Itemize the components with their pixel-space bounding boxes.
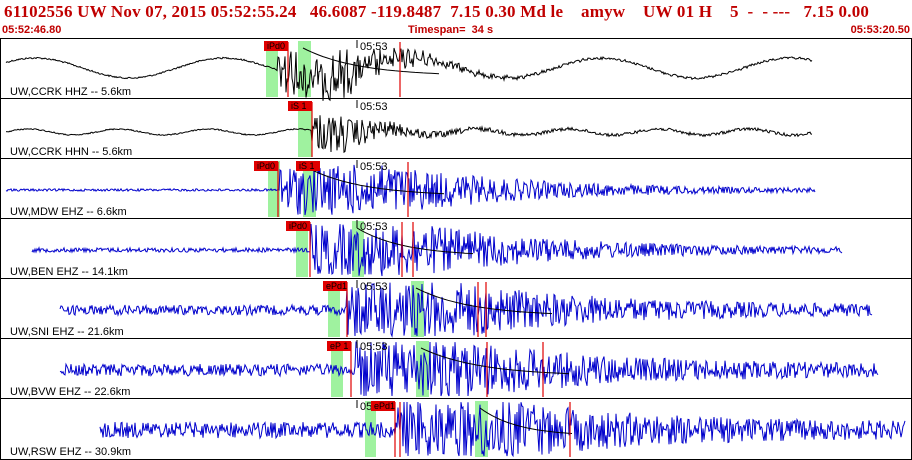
pick-label: iPd0 bbox=[257, 161, 275, 171]
waveform-trace bbox=[5, 115, 813, 154]
station-label: UW,RSW EHZ -- 30.9km bbox=[10, 446, 131, 458]
time-tick-label: 05:53 bbox=[360, 101, 388, 113]
station-row: 05:53 iPd0 iS 1 UW,MDW EHZ -- 6.6km bbox=[0, 160, 912, 219]
pick-label-box bbox=[288, 101, 312, 111]
timespan: Timespan= 34 s bbox=[408, 24, 494, 36]
event-title: 61102556 UW Nov 07, 2015 05:52:55.24 46.… bbox=[4, 2, 870, 21]
pick-window bbox=[298, 101, 312, 157]
station-row: 05:53 iS 1 UW,CCRK HHN -- 5.6km bbox=[0, 100, 912, 159]
coda-decay-curve bbox=[479, 407, 573, 434]
waveform-trace bbox=[5, 164, 816, 216]
waveform-trace bbox=[59, 341, 879, 397]
station-row: 05:53 iPd0 UW,CCRK HHZ -- 5.6km bbox=[0, 40, 912, 102]
pick-label: ePd1 bbox=[326, 281, 347, 291]
coda-decay-curve bbox=[420, 347, 570, 375]
pick-label-box bbox=[323, 281, 347, 291]
pick-label-box bbox=[371, 401, 395, 411]
pick-label-box bbox=[254, 161, 278, 171]
time-tick-label: 05:53 bbox=[360, 341, 388, 353]
time-tick-label: 05:53 bbox=[360, 41, 388, 53]
station-label: UW,MDW EHZ -- 6.6km bbox=[10, 206, 127, 218]
pick-label: eP 1 bbox=[330, 341, 348, 351]
start-time: 05:52:46.80 bbox=[2, 24, 62, 36]
pick-label-box bbox=[286, 221, 310, 231]
time-tick-label: 05:53 bbox=[360, 281, 388, 293]
coda-decay-curve bbox=[302, 47, 440, 75]
waveform-trace bbox=[59, 282, 873, 338]
waveform-trace bbox=[31, 223, 843, 277]
time-tick-label: 05:53 bbox=[360, 161, 388, 173]
waveform-trace bbox=[5, 47, 813, 102]
pick-label: ePd1 bbox=[374, 401, 395, 411]
station-label: UW,CCRK HHN -- 5.6km bbox=[10, 146, 132, 158]
seismogram-panel[interactable]: 05:53 iPd0 UW,CCRK HHZ -- 5.6km 05:53 iS 1 UW… bbox=[0, 38, 912, 460]
station-label: UW,CCRK HHZ -- 5.6km bbox=[10, 86, 131, 98]
pick-label: iPd0 bbox=[289, 221, 307, 231]
station-label: UW,BEN EHZ -- 14.1km bbox=[10, 266, 128, 278]
end-time: 05:53:20.50 bbox=[850, 24, 910, 36]
pick-window bbox=[365, 401, 376, 457]
pick-label-box bbox=[327, 341, 351, 351]
station-row: 05:53 eP 1 UW,BVW EHZ -- 22.6km bbox=[0, 340, 912, 399]
pick-label-box bbox=[296, 161, 320, 171]
station-row: 05:53 ePd1 UW,SNI EHZ -- 21.6km bbox=[0, 280, 912, 339]
panel-frame bbox=[0, 38, 912, 460]
pick-label: iS 1 bbox=[299, 161, 315, 171]
pick-window bbox=[266, 41, 278, 97]
pick-window bbox=[268, 161, 280, 217]
pick-label: iS 1 bbox=[291, 101, 307, 111]
station-label: UW,SNI EHZ -- 21.6km bbox=[10, 326, 124, 338]
station-label: UW,BVW EHZ -- 22.6km bbox=[10, 386, 130, 398]
coda-decay-curve bbox=[307, 167, 445, 195]
time-tick-label: 05:53 bbox=[360, 221, 388, 233]
coda-decay-curve bbox=[356, 227, 474, 255]
pick-label: iPd0 bbox=[267, 41, 285, 51]
event-header: 61102556 UW Nov 07, 2015 05:52:55.24 46.… bbox=[0, 0, 912, 38]
waveform-trace bbox=[99, 401, 906, 458]
station-row: 05:53 iPd0 UW,BEN EHZ -- 14.1km bbox=[0, 220, 912, 279]
coda-decay-curve bbox=[415, 287, 553, 315]
pick-label-box bbox=[264, 41, 288, 51]
